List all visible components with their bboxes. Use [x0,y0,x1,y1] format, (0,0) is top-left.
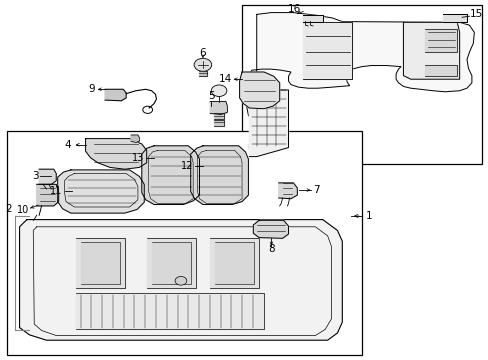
Polygon shape [151,242,190,284]
Polygon shape [190,146,248,204]
Text: 4: 4 [64,140,71,150]
Text: 3: 3 [32,171,39,181]
Polygon shape [214,120,224,126]
Polygon shape [403,22,459,79]
Polygon shape [239,72,279,109]
Text: 1: 1 [365,211,372,221]
Text: 10: 10 [17,204,30,215]
Polygon shape [105,89,126,101]
Polygon shape [58,170,144,213]
Text: 5: 5 [207,91,214,102]
Polygon shape [278,183,297,199]
Polygon shape [76,293,264,329]
Polygon shape [215,242,254,284]
Text: 14: 14 [218,74,231,84]
Polygon shape [85,139,146,169]
Text: 12: 12 [180,161,193,171]
Text: 16: 16 [287,4,301,14]
Polygon shape [76,238,124,288]
Polygon shape [425,29,456,52]
Polygon shape [425,65,456,76]
Polygon shape [131,135,139,143]
Text: 13: 13 [131,153,144,163]
Circle shape [175,276,186,285]
Text: 7: 7 [313,185,320,195]
Text: 15: 15 [469,9,483,19]
Polygon shape [253,220,288,238]
Polygon shape [199,71,206,76]
Bar [242,5,481,164]
Polygon shape [20,220,342,340]
Bar [7,131,361,355]
Text: 2: 2 [5,204,12,214]
Text: 8: 8 [267,244,274,254]
Polygon shape [246,13,473,157]
Text: 9: 9 [88,84,95,94]
Polygon shape [442,14,466,22]
Circle shape [194,58,211,71]
Polygon shape [249,90,288,157]
Circle shape [211,85,226,96]
Polygon shape [39,169,56,184]
Text: 11: 11 [50,186,62,196]
Polygon shape [146,238,195,288]
Polygon shape [210,238,259,288]
Polygon shape [142,146,199,204]
Polygon shape [303,22,351,79]
Polygon shape [81,242,120,284]
Polygon shape [210,102,227,114]
Polygon shape [37,184,59,206]
Text: 6: 6 [199,48,206,58]
Polygon shape [214,113,224,119]
Polygon shape [303,15,322,22]
